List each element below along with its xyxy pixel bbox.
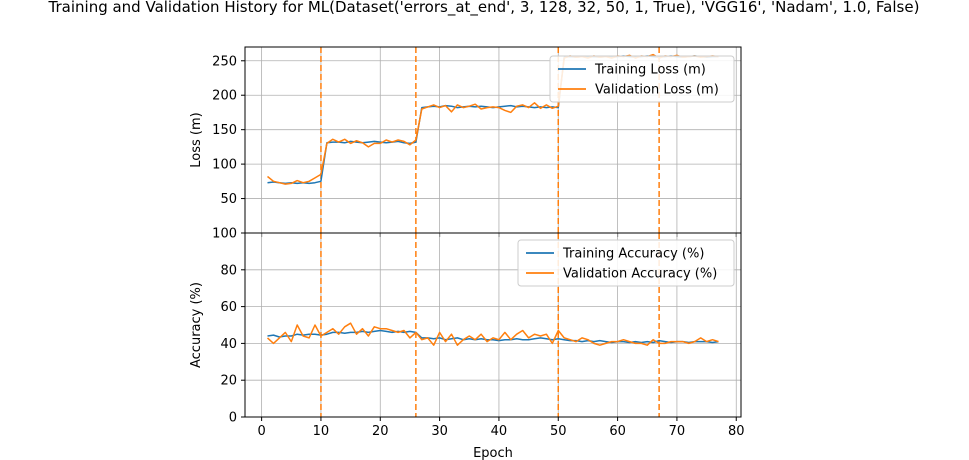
y-tick-label: 80 [220, 263, 237, 278]
validation-series-line [266, 322, 719, 346]
x-tick-label: 50 [550, 424, 567, 439]
accuracy-panel: 0 20 40 60 80 100 0 10 20 30 40 50 60 70 80 Accuracy (%… [189, 227, 745, 460]
legend-label: Validation Loss (m) [595, 83, 719, 98]
y-tick-label: 0 [229, 411, 237, 426]
y-tick-label: 100 [212, 227, 237, 242]
y-tick-label: 250 [212, 54, 237, 69]
legend-box [517, 239, 735, 287]
y-tick-label: 40 [220, 337, 237, 352]
x-tick-label: 30 [431, 424, 448, 439]
x-tick-label: 10 [313, 424, 330, 439]
y-tick-label: 200 [212, 89, 237, 104]
legend-label: Validation Accuracy (%) [563, 267, 717, 282]
legend-label: Training Loss (m) [594, 63, 706, 78]
legend: Training Accuracy (%) Validation Accuracy… [517, 239, 735, 287]
x-tick-label: 20 [372, 424, 389, 439]
legend-label: Training Accuracy (%) [562, 247, 704, 262]
y-tick-label: 20 [220, 374, 237, 389]
y-axis-label: Loss (m) [189, 112, 204, 167]
x-tick-label: 60 [609, 424, 626, 439]
chart-title: Training and Validation History for ML(D… [48, 0, 920, 17]
y-tick-label: 50 [220, 192, 237, 207]
x-tick-label: 0 [257, 424, 265, 439]
y-axis-label: Accuracy (%) [189, 282, 204, 368]
loss-panel: 50 100 150 200 250 Loss (m) Training Loss (m) V… [189, 46, 742, 237]
y-tick-label: 150 [212, 123, 237, 138]
y-tick-label: 100 [212, 158, 237, 173]
axes-frame [244, 232, 742, 418]
x-tick-label: 80 [728, 424, 745, 439]
x-axis-label: Epoch [473, 446, 513, 460]
y-tick-label: 60 [220, 300, 237, 315]
x-tick-label: 70 [669, 424, 686, 439]
legend-box [549, 55, 735, 103]
x-tick-label: 40 [491, 424, 508, 439]
training-series-line [267, 329, 719, 344]
legend: Training Loss (m) Validation Loss (m) [549, 55, 735, 103]
